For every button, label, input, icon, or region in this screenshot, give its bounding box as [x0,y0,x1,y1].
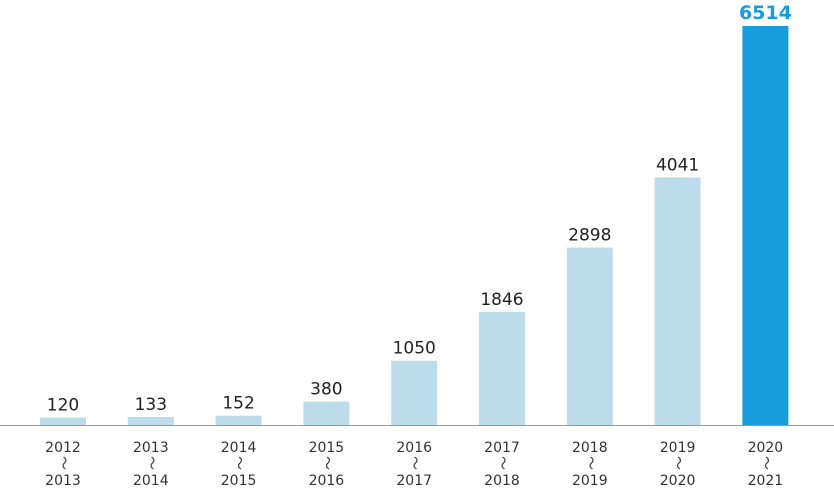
category-label-7-sep: ～ [670,456,686,470]
bar-8 [742,26,789,425]
bar-1 [127,416,174,425]
category-label-2-sep: ～ [231,456,247,470]
bar-4 [391,360,438,425]
value-label-5: 1846 [480,290,523,310]
category-label-6-end: 2019 [572,473,608,489]
value-label-6: 2898 [568,225,611,245]
value-label-1: 133 [135,395,167,415]
bar-2 [215,415,262,425]
category-label-0-sep: ～ [55,456,71,470]
category-label-8-sep: ～ [757,456,773,470]
bar-7 [654,177,701,425]
category-label-3-sep: ～ [318,456,334,470]
bars-group [40,26,789,425]
category-label-8-end: 2021 [748,473,784,489]
category-label-2-start: 2014 [221,440,257,456]
category-label-6-sep: ～ [582,456,598,470]
category-label-4-start: 2016 [396,440,432,456]
category-label-3-end: 2016 [309,473,345,489]
value-label-8: 6514 [739,2,792,24]
category-label-7-end: 2020 [660,473,696,489]
bar-0 [40,417,86,425]
value-labels-group: 120 133 152 380 1050 1846 2898 4041 6514 [47,2,792,416]
category-label-1-sep: ～ [143,456,159,470]
category-label-6-start: 2018 [572,440,608,456]
category-label-5-end: 2018 [484,473,520,489]
bar-3 [303,401,350,425]
category-label-0-start: 2012 [45,440,81,456]
category-label-4-end: 2017 [396,473,432,489]
category-label-5-sep: ～ [494,456,510,470]
category-label-5-start: 2017 [484,440,520,456]
category-label-7-start: 2019 [660,440,696,456]
category-labels-group: 2012～20132013～20142014～20152015～20162016… [45,440,783,489]
category-label-4-sep: ～ [406,456,422,470]
category-label-2-end: 2015 [221,473,257,489]
category-label-8-start: 2020 [748,440,784,456]
value-label-7: 4041 [656,155,699,175]
category-label-1-start: 2013 [133,440,169,456]
value-label-0: 120 [47,396,79,416]
value-label-3: 380 [310,380,342,400]
bar-5 [479,311,525,425]
bar-6 [566,247,613,425]
category-label-3-start: 2015 [309,440,345,456]
value-label-2: 152 [222,394,254,414]
category-label-0-end: 2013 [45,473,81,489]
category-label-1-end: 2014 [133,473,169,489]
value-label-4: 1050 [393,339,436,359]
